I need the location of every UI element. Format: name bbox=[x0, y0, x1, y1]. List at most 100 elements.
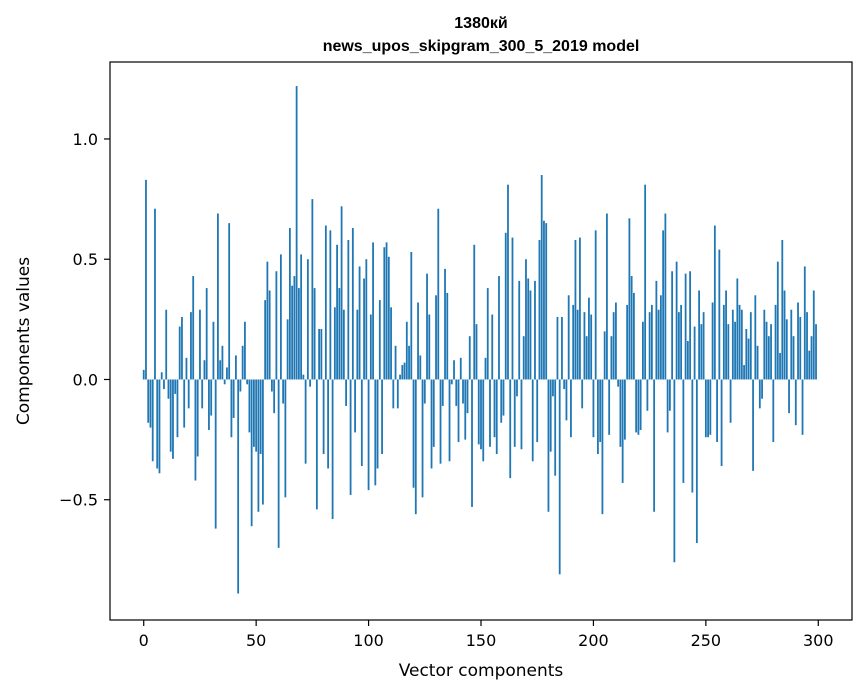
bar bbox=[304, 379, 307, 464]
bar bbox=[259, 379, 262, 455]
bar bbox=[745, 328, 748, 380]
bar bbox=[722, 304, 725, 380]
bar bbox=[237, 379, 240, 594]
bar bbox=[619, 379, 622, 447]
bar bbox=[624, 379, 626, 440]
bars-group bbox=[142, 86, 817, 594]
bar bbox=[491, 314, 494, 380]
bar bbox=[250, 379, 253, 527]
bar bbox=[282, 379, 285, 404]
bar bbox=[300, 254, 303, 380]
bar bbox=[498, 276, 500, 380]
bar bbox=[570, 379, 572, 438]
bar bbox=[621, 379, 624, 483]
bar bbox=[662, 230, 665, 380]
bar bbox=[394, 345, 397, 380]
bar bbox=[405, 321, 408, 380]
bar bbox=[244, 321, 246, 380]
bar bbox=[511, 237, 514, 380]
bar bbox=[650, 304, 653, 380]
bar bbox=[693, 326, 696, 380]
bar bbox=[336, 244, 338, 380]
bar bbox=[468, 336, 471, 380]
bar bbox=[561, 316, 563, 380]
bar bbox=[208, 379, 210, 430]
bar bbox=[399, 374, 401, 380]
bar bbox=[480, 379, 482, 450]
bar bbox=[781, 239, 784, 380]
bar bbox=[253, 379, 255, 447]
bar bbox=[527, 278, 530, 380]
bar bbox=[646, 379, 649, 411]
bar bbox=[248, 379, 251, 433]
bar bbox=[502, 379, 505, 416]
bar bbox=[363, 278, 365, 380]
bar bbox=[655, 280, 658, 380]
bar bbox=[538, 239, 541, 380]
bar bbox=[347, 239, 350, 380]
bar bbox=[729, 379, 732, 423]
bar bbox=[264, 300, 267, 380]
x-tick-label: 0 bbox=[139, 631, 149, 650]
bar bbox=[255, 379, 258, 452]
bar bbox=[808, 350, 811, 380]
bar bbox=[446, 292, 449, 380]
bar bbox=[680, 304, 683, 380]
bar bbox=[457, 379, 460, 443]
bar bbox=[677, 312, 680, 380]
bar bbox=[543, 220, 545, 380]
bar bbox=[444, 268, 446, 380]
x-tick-label: 100 bbox=[353, 631, 384, 650]
bar bbox=[232, 379, 235, 418]
bar bbox=[725, 290, 727, 380]
bar bbox=[554, 379, 557, 476]
bar bbox=[333, 307, 336, 380]
bar bbox=[772, 379, 775, 443]
bar bbox=[367, 379, 370, 491]
bar bbox=[740, 309, 743, 380]
bar bbox=[194, 379, 197, 481]
bar bbox=[172, 379, 174, 459]
bar bbox=[581, 379, 584, 409]
bar bbox=[493, 379, 496, 438]
bar bbox=[432, 379, 435, 447]
bar bbox=[684, 273, 687, 380]
bar bbox=[815, 324, 817, 380]
bar bbox=[686, 341, 689, 380]
x-axis-label: Vector components bbox=[399, 661, 564, 681]
bar bbox=[644, 184, 647, 380]
bar bbox=[720, 379, 723, 467]
bar bbox=[435, 295, 437, 380]
bar bbox=[659, 295, 662, 380]
bar bbox=[639, 379, 642, 430]
bar bbox=[556, 316, 559, 380]
bar bbox=[426, 273, 428, 380]
bar bbox=[239, 379, 242, 392]
y-tick-label: 0.5 bbox=[73, 250, 98, 269]
bar bbox=[675, 261, 678, 380]
bar bbox=[410, 252, 413, 380]
bar bbox=[149, 379, 152, 428]
bar bbox=[545, 223, 548, 380]
bar bbox=[466, 379, 469, 414]
bar bbox=[783, 290, 786, 380]
chart-title-line2: news_upos_skipgram_300_5_2019 model bbox=[323, 38, 640, 55]
bar bbox=[345, 379, 347, 406]
bar bbox=[158, 379, 161, 474]
bar bbox=[190, 312, 192, 380]
bar bbox=[306, 259, 309, 380]
bar bbox=[612, 312, 615, 380]
bar bbox=[338, 288, 341, 380]
bar bbox=[372, 242, 374, 380]
bar bbox=[455, 379, 458, 406]
bar bbox=[295, 86, 298, 380]
bar bbox=[441, 379, 444, 406]
bar bbox=[154, 208, 156, 380]
bar bbox=[228, 223, 231, 380]
y-tick-label: −0.5 bbox=[59, 491, 98, 510]
bar bbox=[212, 321, 215, 380]
bar bbox=[698, 290, 701, 380]
bar bbox=[356, 309, 359, 380]
bar bbox=[219, 360, 222, 380]
bar bbox=[637, 379, 640, 435]
